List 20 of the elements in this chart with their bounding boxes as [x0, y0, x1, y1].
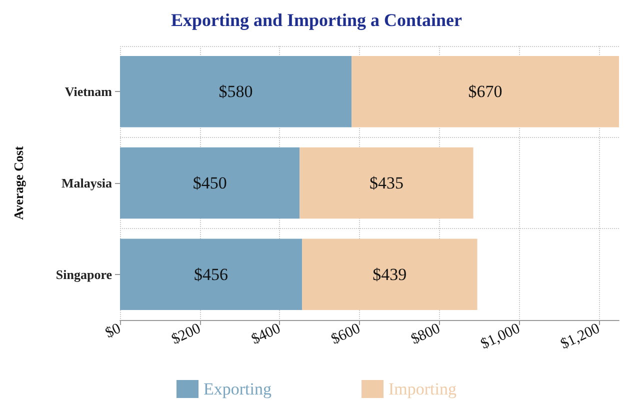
legend-label: Exporting	[204, 380, 272, 398]
data-label: $450	[192, 174, 227, 192]
data-label: $580	[218, 82, 253, 102]
x-tick-label: $1,200	[558, 320, 602, 353]
data-label: $670	[468, 82, 502, 102]
y-tick-label: Malaysia	[61, 176, 112, 190]
x-tick-label: $800	[408, 320, 443, 348]
x-tick-label: $1,000	[478, 320, 523, 353]
legend-label: Importing	[388, 380, 457, 398]
x-tick-label: $0	[103, 320, 124, 342]
data-label: $439	[372, 264, 407, 284]
chart-title: Exporting and Importing a Container	[170, 10, 462, 30]
data-label: $435	[369, 174, 404, 192]
data-label: $456	[194, 264, 228, 284]
x-tick-label: $200	[169, 320, 204, 348]
x-tick-label: $600	[328, 320, 363, 348]
y-tick-label: Singapore	[56, 266, 112, 282]
y-tick-label: Vietnam	[64, 84, 112, 100]
x-tick-label: $400	[249, 320, 284, 348]
y-axis-title: Average Cost	[11, 145, 26, 220]
